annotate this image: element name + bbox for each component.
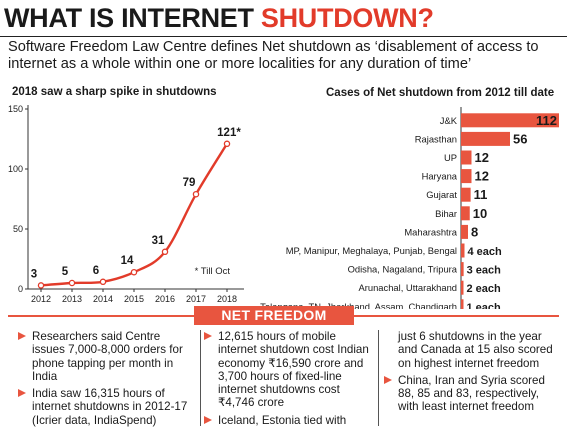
arrow-bullet-icon: [18, 389, 26, 398]
subtitle: Software Freedom Law Centre defines Net …: [8, 39, 539, 72]
bullet-text: India saw 16,315 hours of internet shutd…: [32, 387, 188, 427]
net-freedom-col-3: just 6 shutdowns in the year and Canada …: [384, 330, 562, 418]
x-tick-label: 2017: [186, 294, 206, 304]
net-freedom-heading: NET FREEDOM: [194, 306, 354, 325]
bar: [461, 224, 468, 239]
category-label: Maharashtra: [404, 226, 457, 237]
x-tick-label: 2015: [124, 294, 144, 304]
bar: [461, 169, 472, 184]
bar: [461, 206, 470, 221]
bar: [461, 243, 465, 258]
data-point: [68, 279, 76, 287]
line-chart-title: 2018 saw a sharp spike in shutdowns: [12, 86, 217, 98]
data-label: 1 each: [467, 302, 502, 309]
title-part-1: WHAT IS INTERNET: [4, 3, 261, 33]
title-bar: WHAT IS INTERNET SHUTDOWN?: [0, 0, 567, 37]
column-divider: [378, 330, 379, 426]
data-label: 3: [31, 268, 37, 280]
data-point: [192, 190, 200, 198]
data-label: 10: [473, 206, 487, 221]
y-tick-label: 150: [8, 104, 23, 114]
bar: [461, 262, 464, 277]
x-tick-label: 2014: [93, 294, 113, 304]
category-label: Bihar: [435, 208, 457, 219]
data-label: 5: [62, 266, 69, 278]
category-label: Haryana: [422, 171, 458, 182]
data-point: [99, 278, 107, 286]
data-label: 6: [93, 265, 99, 277]
bar: [461, 299, 464, 309]
data-label: 12: [475, 150, 489, 165]
data-label: 11: [474, 187, 488, 202]
category-label: MP, Manipur, Meghalaya, Punjab, Bengal: [286, 245, 457, 256]
bar: [461, 187, 471, 202]
x-tick-label: 2018: [217, 294, 237, 304]
continued-text: just 6 shutdowns in the year and Canada …: [398, 330, 553, 370]
data-label: 121*: [217, 127, 241, 139]
bullet-item: China, Iran and Syria scored 88, 85 and …: [384, 374, 562, 414]
data-point: [223, 140, 231, 148]
data-point: [37, 282, 45, 289]
data-label: 56: [513, 131, 527, 146]
bar-chart-title: Cases of Net shutdown from 2012 till dat…: [326, 87, 555, 99]
bullet-text: Iceland, Estonia tied with: [218, 413, 347, 427]
data-label: 31: [152, 235, 165, 247]
bullet-text: China, Iran and Syria scored 88, 85 and …: [398, 373, 545, 414]
category-label: Telangana, TN, Jharkhand, Assam, Chandig…: [260, 301, 457, 309]
bar: [461, 280, 464, 295]
x-tick-label: 2013: [62, 294, 82, 304]
bullet-item: Researchers said Centre issues 7,000-8,0…: [18, 330, 196, 383]
bar-chart: J&K 112 Rajasthan 56 UP 12 Haryana 12 Gujarat 11 B…: [260, 107, 559, 309]
arrow-bullet-icon: [384, 375, 392, 384]
data-point: [161, 248, 169, 256]
data-label: 14: [121, 255, 134, 267]
bullet-item: 12,615 hours of mobile internet shutdown…: [204, 330, 374, 410]
arrow-bullet-icon: [204, 415, 212, 424]
y-tick-label: 50: [13, 224, 23, 234]
y-tick-label: 100: [8, 164, 23, 174]
net-freedom-rule-right: [354, 315, 559, 317]
bullet-item: Iceland, Estonia tied with: [204, 414, 374, 427]
bullet-item: India saw 16,315 hours of internet shutd…: [18, 387, 196, 427]
data-label: 79: [183, 177, 196, 189]
arrow-bullet-icon: [18, 332, 26, 340]
bullet-text: 12,615 hours of mobile internet shutdown…: [218, 330, 369, 410]
data-label: 3 each: [467, 265, 502, 277]
bar: [461, 131, 510, 146]
chart-note: * Till Oct: [195, 266, 231, 277]
net-freedom-rule-left: [8, 315, 194, 317]
page-title: WHAT IS INTERNET SHUTDOWN?: [4, 3, 434, 33]
column-divider: [200, 330, 201, 426]
net-freedom-col-2: 12,615 hours of mobile internet shutdown…: [204, 330, 374, 431]
category-label: Arunachal, Uttarakhand: [359, 282, 458, 293]
category-label: UP: [444, 152, 457, 163]
data-label: 4 each: [468, 246, 503, 258]
data-label: 12: [475, 169, 489, 184]
category-label: Gujarat: [426, 189, 457, 200]
title-part-2: SHUTDOWN?: [260, 3, 434, 33]
arrow-bullet-icon: [204, 332, 212, 340]
data-label: 2 each: [467, 283, 502, 295]
x-tick-label: 2016: [155, 294, 175, 304]
line-chart: 0 50 100 150 2012 2013 2014 2015 2016 2017 2018 3 5 6…: [8, 104, 244, 304]
category-label: Rajasthan: [415, 133, 457, 144]
bar: [461, 113, 559, 128]
series-line: [40, 143, 229, 287]
bar: [461, 150, 472, 165]
x-tick-label: 2012: [31, 294, 51, 304]
data-label: 8: [471, 224, 478, 239]
bullet-text: Researchers said Centre issues 7,000-8,0…: [32, 330, 183, 383]
data-point: [130, 268, 138, 276]
y-tick-label: 0: [18, 284, 23, 294]
category-label: J&K: [440, 115, 458, 126]
data-label: 112: [536, 113, 557, 128]
net-freedom-col-1: Researchers said Centre issues 7,000-8,0…: [18, 330, 196, 431]
category-label: Odisha, Nagaland, Tripura: [348, 264, 458, 275]
